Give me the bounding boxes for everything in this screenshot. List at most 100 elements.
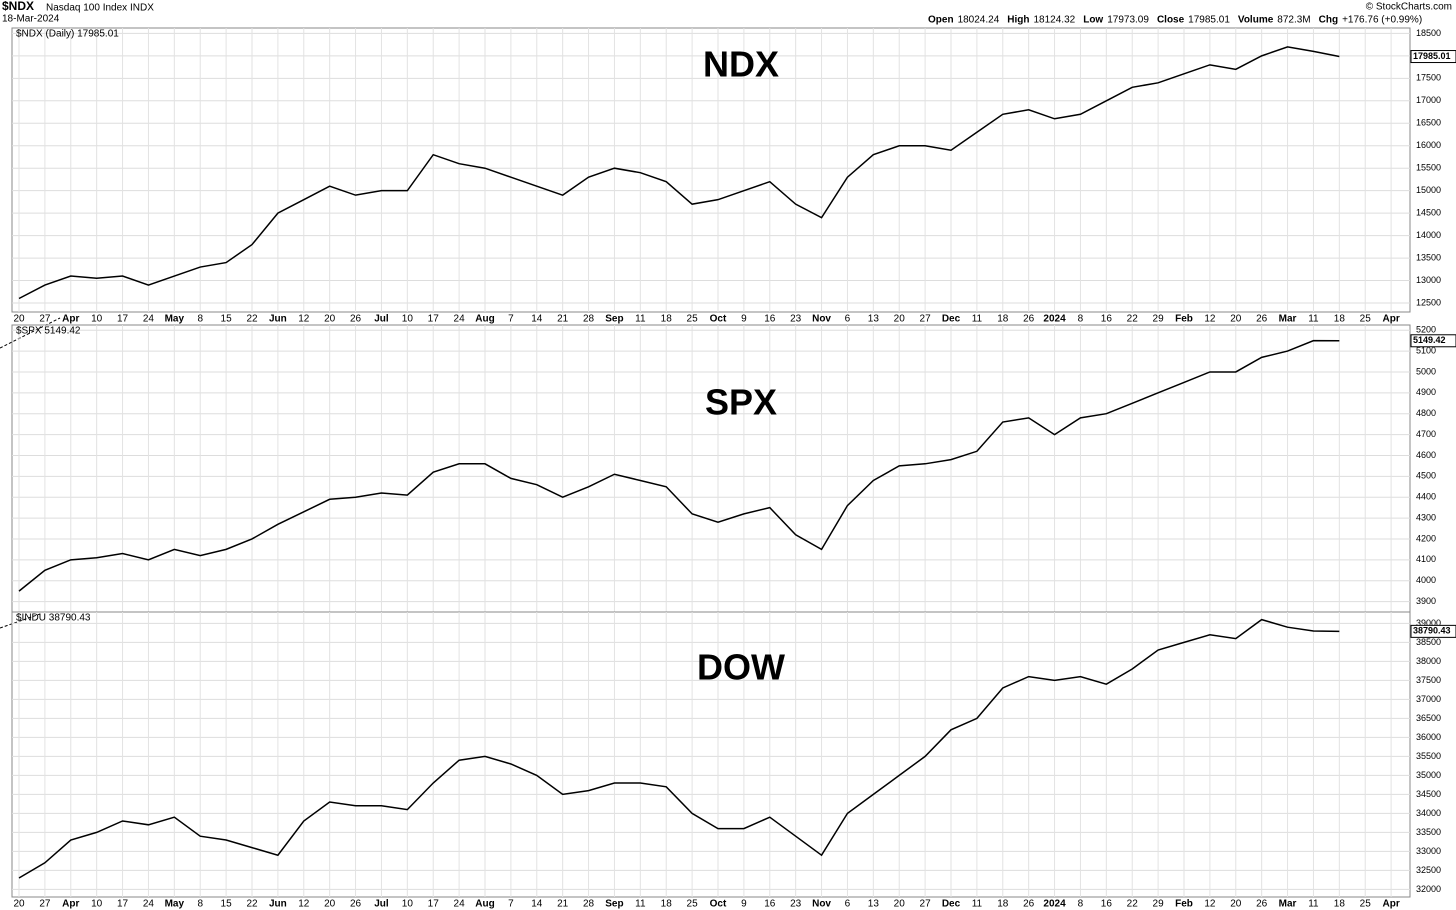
quote: Open 18024.24 High 18124.32 Low 17973.09 Close… — [928, 15, 1422, 26]
x-tick-label: 9 — [741, 314, 747, 325]
credit: © StockCharts.com — [1366, 2, 1452, 13]
x-tick-label: 24 — [143, 899, 155, 910]
x-tick-label: 11 — [972, 314, 983, 325]
x-tick-label: 25 — [1360, 314, 1372, 325]
x-tick-label: 23 — [790, 899, 802, 910]
x-tick-label: 13 — [868, 899, 880, 910]
y-tick-label: 37000 — [1416, 694, 1441, 704]
x-tick-label: 27 — [39, 899, 51, 910]
quote-value: 18024.24 — [958, 15, 1000, 26]
x-tick-label: 25 — [687, 899, 699, 910]
x-tick-label: Jun — [269, 314, 287, 325]
x-tick-label: 22 — [246, 899, 258, 910]
x-tick-label: 10 — [91, 314, 103, 325]
x-tick-label: 8 — [1078, 314, 1084, 325]
last-value: 5149.42 — [1413, 335, 1446, 345]
date: 18-Mar-2024 — [2, 14, 60, 25]
y-tick-label: 36000 — [1416, 732, 1441, 742]
x-tick-label: 10 — [402, 314, 414, 325]
x-tick-label: 11 — [1308, 314, 1319, 325]
x-tick-label: 20 — [894, 899, 906, 910]
panel-legend: $SPX 5149.42 — [16, 326, 81, 337]
x-tick-label: 12 — [298, 314, 310, 325]
x-tick-label: 12 — [1204, 899, 1216, 910]
y-tick-label: 4100 — [1416, 554, 1436, 564]
x-tick-label: 20 — [324, 314, 336, 325]
y-tick-label: 5200 — [1416, 325, 1436, 335]
y-tick-label: 4200 — [1416, 533, 1436, 543]
x-tick-label: Oct — [710, 899, 727, 910]
last-value: 17985.01 — [1413, 51, 1451, 61]
x-tick-label: 24 — [454, 314, 466, 325]
x-tick-label: Oct — [710, 314, 727, 325]
x-tick-label: Aug — [475, 314, 494, 325]
x-tick-label: Mar — [1279, 899, 1297, 910]
x-tick-label: Apr — [1382, 899, 1399, 910]
y-tick-label: 4900 — [1416, 387, 1436, 397]
x-tick-label: Jun — [269, 899, 287, 910]
x-tick-label: 16 — [1101, 314, 1113, 325]
price-line — [18, 339, 1340, 592]
x-tick-label: 27 — [920, 899, 932, 910]
price-line — [18, 46, 1340, 300]
y-tick-label: 16500 — [1416, 118, 1441, 128]
exchange: INDX — [130, 3, 154, 14]
y-tick-label: 4500 — [1416, 471, 1436, 481]
x-tick-label: 13 — [868, 314, 880, 325]
y-tick-label: 4400 — [1416, 492, 1436, 502]
x-tick-label: 6 — [845, 314, 851, 325]
panel-title: DOW — [697, 647, 785, 688]
x-tick-label: 18 — [1334, 899, 1346, 910]
x-tick-label: Mar — [1279, 314, 1297, 325]
x-tick-label: 18 — [661, 314, 673, 325]
panel-frame — [11, 27, 1411, 313]
x-tick-label: 16 — [764, 899, 776, 910]
panel-frame — [11, 611, 1411, 898]
x-tick-label: Apr — [62, 899, 79, 910]
x-tick-label: 10 — [402, 899, 414, 910]
x-tick-label: 20 — [324, 899, 336, 910]
y-tick-label: 13500 — [1416, 252, 1441, 262]
quote-value: +176.76 (+0.99%) — [1342, 15, 1422, 26]
x-tick-label: 26 — [350, 899, 362, 910]
x-tick-label: 6 — [845, 899, 851, 910]
x-tick-label: 28 — [583, 899, 595, 910]
y-tick-label: 4300 — [1416, 512, 1436, 522]
x-tick-label: 12 — [298, 899, 310, 910]
x-tick-label: 2024 — [1043, 314, 1066, 325]
x-tick-label: 21 — [557, 899, 569, 910]
x-tick-label: 17 — [117, 899, 129, 910]
x-tick-label: 15 — [221, 314, 233, 325]
last-value: 38790.43 — [1413, 626, 1451, 636]
last-value-box — [1410, 50, 1456, 64]
x-tick-label: 23 — [790, 314, 802, 325]
x-tick-label: 22 — [1127, 899, 1139, 910]
x-tick-label: 18 — [661, 899, 673, 910]
y-tick-label: 17000 — [1416, 95, 1441, 105]
y-tick-label: 3900 — [1416, 596, 1436, 606]
x-tick-label: 17 — [428, 899, 440, 910]
x-tick-label: 2024 — [1043, 899, 1066, 910]
quote-value: 18124.32 — [1034, 15, 1076, 26]
last-value-box — [1410, 624, 1456, 638]
x-tick-label: 20 — [1230, 314, 1242, 325]
y-tick-label: 4700 — [1416, 429, 1436, 439]
symbol: $NDX — [2, 0, 34, 13]
x-tick-label: Nov — [812, 314, 831, 325]
y-tick-label: 4000 — [1416, 575, 1436, 585]
x-tick-label: 26 — [1256, 314, 1268, 325]
quote-label: Close — [1157, 15, 1185, 26]
x-tick-label: Feb — [1175, 314, 1193, 325]
x-tick-label: 24 — [143, 314, 155, 325]
x-tick-label: 8 — [1078, 899, 1084, 910]
y-tick-label: 14000 — [1416, 230, 1441, 240]
x-tick-label: 16 — [764, 314, 776, 325]
x-tick-label: 20 — [1230, 899, 1242, 910]
x-tick-label: 18 — [1334, 314, 1346, 325]
x-tick-label: 18 — [997, 314, 1009, 325]
x-tick-label: 17 — [117, 314, 129, 325]
x-tick-label: Jul — [374, 314, 389, 325]
quote-value: 872.3M — [1277, 15, 1310, 26]
y-tick-label: 4600 — [1416, 450, 1436, 460]
x-tick-label: Apr — [1382, 314, 1399, 325]
